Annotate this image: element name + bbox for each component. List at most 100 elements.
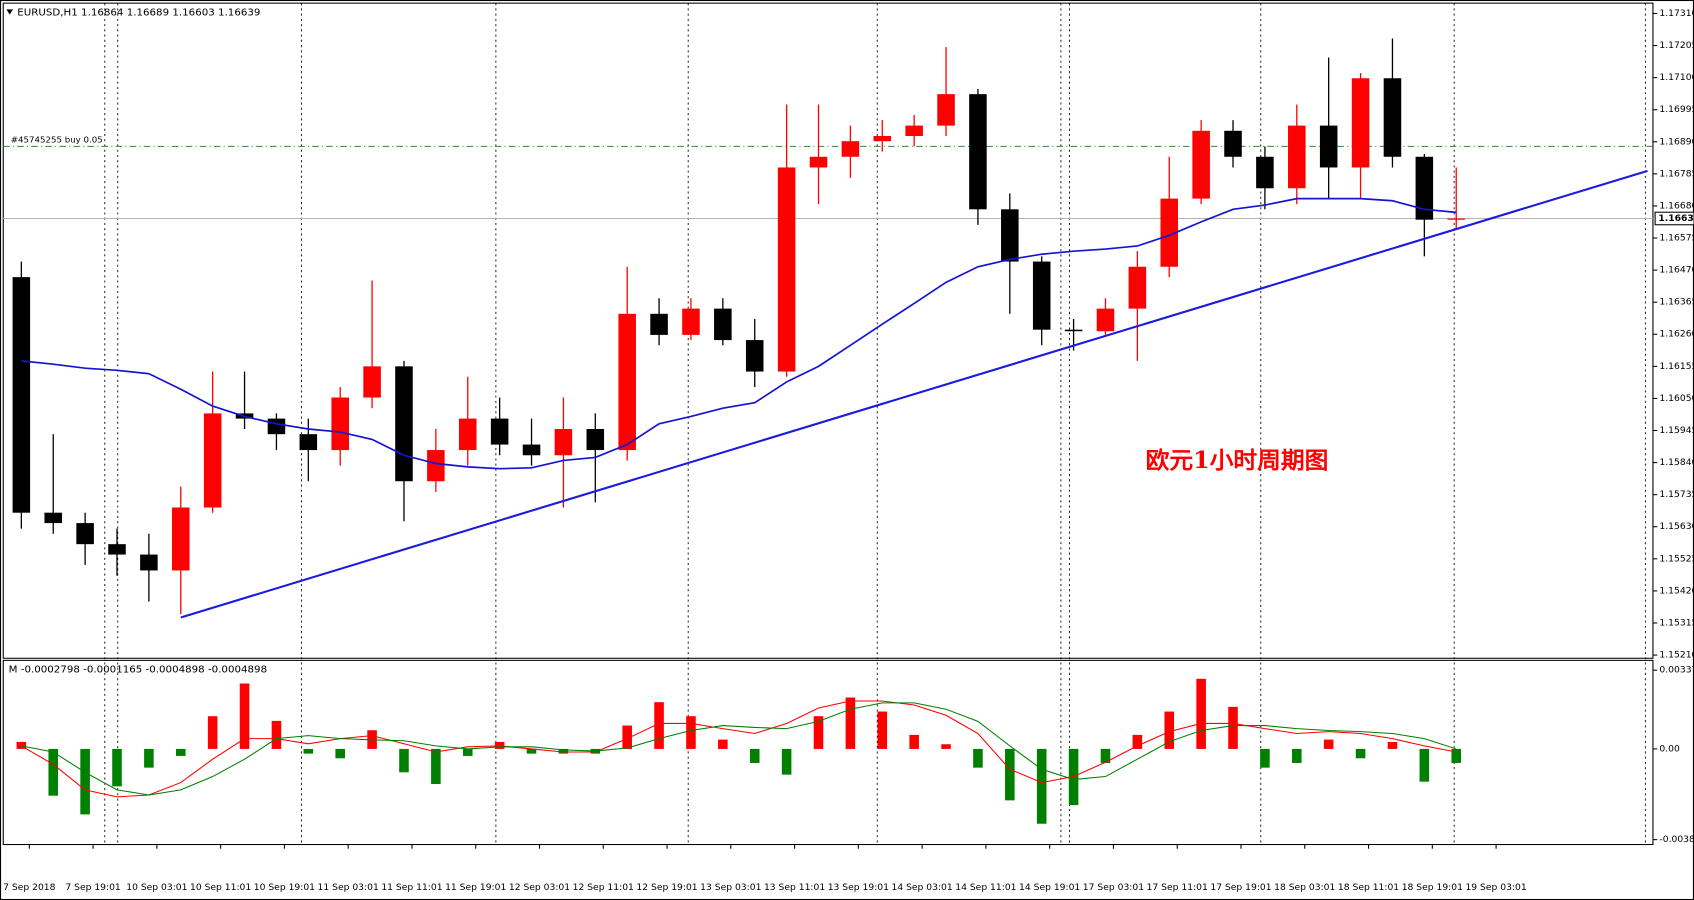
y-tick-label: 1.16260 [1659,330,1694,340]
histogram-bar [654,702,664,749]
x-tick-label: 12 Sep 03:01 [509,883,570,893]
x-tick-label: 11 Sep 03:01 [318,883,379,893]
histogram-bar [1419,748,1430,782]
candle-body [203,413,222,508]
candle-body [937,94,955,126]
histogram-bar [718,739,728,749]
y-tick-label: 1.16365 [1659,298,1694,308]
x-tick-label: 12 Sep 19:01 [636,883,697,893]
histogram-bar [1355,748,1366,759]
histogram-bar [303,748,314,754]
candle-body [76,523,94,545]
candle-body [905,125,923,136]
candle-body [841,141,860,157]
histogram-bar [431,748,441,785]
price-tag-box [1654,211,1694,226]
menu-icon[interactable] [6,9,13,15]
x-tick-label: 18 Sep 19:01 [1402,883,1463,893]
histogram-bar [399,748,409,773]
y-tick-label: 1.17205 [1659,41,1694,51]
histogram-bar [112,748,122,787]
x-tick-label: 14 Sep 03:01 [892,883,953,893]
candle-body [12,277,31,513]
y-tick-label: 1.15840 [1659,458,1694,468]
histogram-bar [781,748,792,775]
x-tick-label: 18 Sep 03:01 [1274,883,1335,893]
y-tick-label: 1.16050 [1659,394,1694,404]
candle-body [331,397,349,451]
moving-average [21,197,1457,470]
candle-body [873,135,892,142]
histogram-bar [207,716,218,749]
candle-body [1064,329,1083,332]
x-tick-label: 11 Sep 11:01 [381,883,442,893]
y-tick-label: 1.16680 [1659,202,1694,212]
x-tick-label: 17 Sep 11:01 [1147,883,1208,893]
period-separators [104,3,1646,845]
candle-body [1383,78,1402,157]
y-tick-label: -0.00388 [1659,835,1694,845]
x-tick-label: 14 Sep 11:01 [955,883,1016,893]
y-tick-label: 1.15525 [1659,554,1694,564]
histogram-bar [16,741,27,749]
candle-body [522,444,541,456]
histogram-bar [558,748,569,754]
candle-body [1096,308,1115,332]
histogram-bar [1196,678,1206,749]
candle-body [458,418,477,451]
histogram-bar [622,725,632,749]
histogram-bar [909,734,919,749]
histogram-bar [271,720,282,749]
candle-body [363,366,381,398]
trendline [180,169,1648,619]
indicator-line [21,700,1457,798]
candle-body [714,308,732,341]
x-tick-label: 13 Sep 19:01 [828,883,889,893]
x-tick-label: 14 Sep 19:01 [1019,883,1080,893]
histogram-bar [845,697,856,749]
order-label: #45745255 buy 0.05 [11,136,103,146]
y-tick-label: 1.15630 [1659,522,1694,532]
annotation: 欧元1小时周期图 [1146,446,1329,474]
histogram-bar [749,748,760,763]
histogram-bar [1132,734,1143,749]
candle-body [1351,78,1370,168]
y-tick-label: 1.15420 [1659,586,1694,596]
histogram-bar [813,716,824,749]
candle-body [1288,125,1306,189]
candle-body [1415,156,1434,220]
histogram-bar [1260,748,1270,768]
candle-body [299,434,318,451]
y-tick-label: 1.17310 [1659,9,1694,19]
candle-body [427,450,445,482]
y-tick-label: 1.17100 [1659,73,1694,83]
histogram-bar [144,748,154,768]
histogram-bar [877,711,888,749]
y-tick-label: 1.15315 [1659,619,1694,629]
histogram-bar [239,683,250,749]
x-tick-label: 11 Sep 19:01 [445,883,506,893]
x-tick-label: 10 Sep 03:01 [126,883,187,893]
y-tick-label: 1.16470 [1659,266,1694,276]
macd-panel [2,659,1654,846]
histogram-bar [1451,748,1462,763]
candle-body [395,366,413,482]
y-tick-label: 1.15210 [1659,651,1694,661]
candle-body [1160,198,1179,267]
candle-body [140,554,158,571]
candle-body [267,418,286,435]
candle-body [1319,125,1338,168]
y-tick-label: 1.16890 [1659,137,1694,147]
candle-body [554,428,573,456]
candle-body [1032,261,1051,330]
x-tick-label: 12 Sep 11:01 [573,883,634,893]
histogram-bar [48,748,59,796]
histogram-bar [462,748,473,756]
chart-header: EURUSD,H1 1.16864 1.16689 1.16603 1.1663… [17,8,260,19]
x-tick-label: 18 Sep 11:01 [1338,883,1399,893]
candle-body [618,313,636,451]
histogram-bar [1292,748,1302,763]
macd-header: M -0.0002798 -0.0001165 -0.0004898 -0.00… [9,665,267,676]
histogram-bar [80,748,90,815]
